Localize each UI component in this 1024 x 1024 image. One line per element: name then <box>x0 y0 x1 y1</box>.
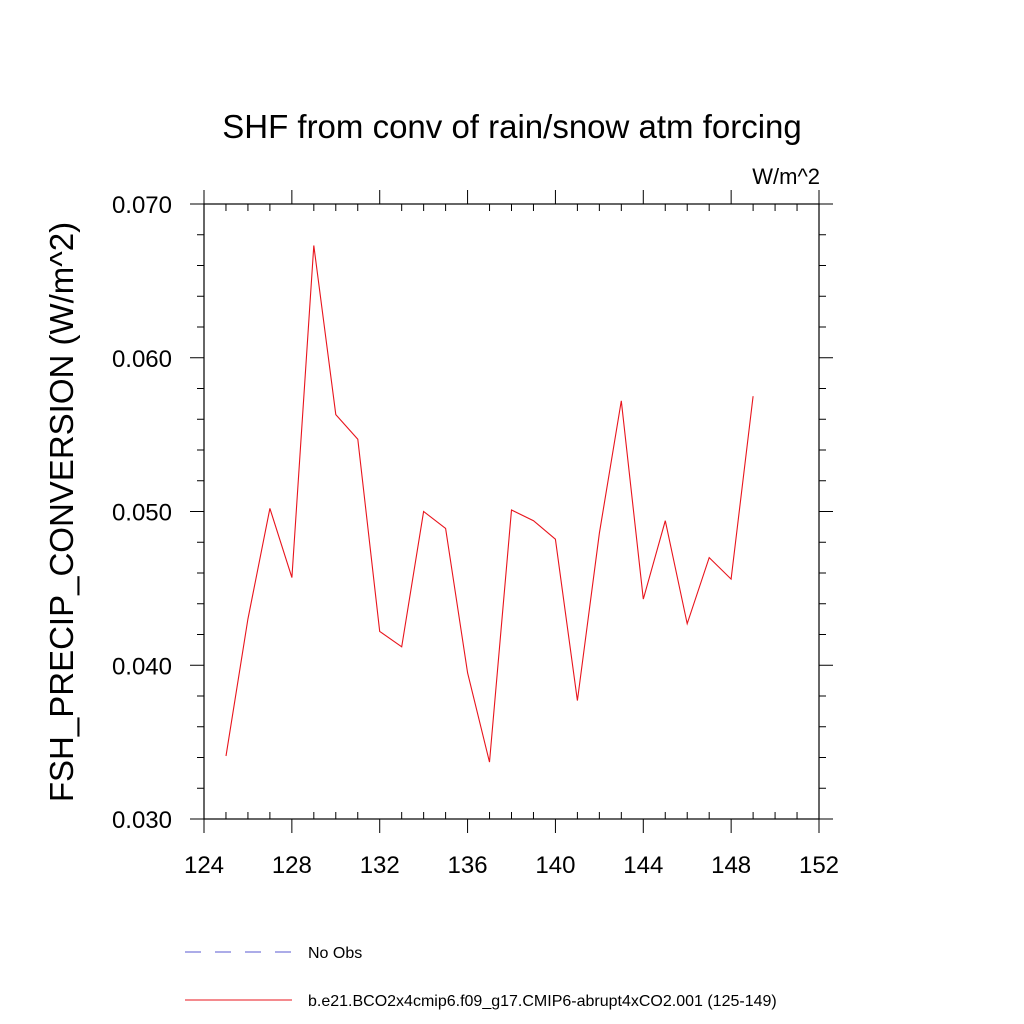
x-tick-label: 144 <box>623 852 663 879</box>
chart-title: SHF from conv of rain/snow atm forcing <box>222 108 802 145</box>
y-tick-label: 0.030 <box>112 807 172 834</box>
y-tick-label: 0.060 <box>112 346 172 373</box>
x-tick-label: 132 <box>360 852 400 879</box>
y-axis-label: FSH_PRECIP_CONVERSION (W/m^2) <box>43 222 80 802</box>
x-tick-label: 124 <box>184 852 224 879</box>
y-tick-label: 0.070 <box>112 192 172 219</box>
y-tick-label: 0.050 <box>112 500 172 527</box>
x-tick-label: 140 <box>535 852 575 879</box>
x-tick-label: 128 <box>272 852 312 879</box>
major-ticks <box>190 190 833 833</box>
series-line <box>225 245 754 763</box>
legend: No Obs b.e21.BCO2x4cmip6.f09_g17.CMIP6-ab… <box>185 945 777 1010</box>
y-tick-labels: 0.030 0.040 0.050 0.060 0.070 <box>112 192 172 834</box>
plot-frame <box>203 203 820 820</box>
y-tick-label: 0.040 <box>112 653 172 680</box>
x-tick-labels: 124 128 132 136 140 144 148 152 <box>184 852 839 879</box>
units-label: W/m^2 <box>752 164 820 189</box>
legend-label: No Obs <box>308 945 362 962</box>
x-tick-label: 148 <box>711 852 751 879</box>
legend-label: b.e21.BCO2x4cmip6.f09_g17.CMIP6-abrupt4x… <box>308 993 777 1010</box>
x-tick-label: 152 <box>799 852 839 879</box>
series-lines <box>225 245 754 763</box>
x-tick-label: 136 <box>448 852 488 879</box>
minor-ticks <box>197 204 826 819</box>
